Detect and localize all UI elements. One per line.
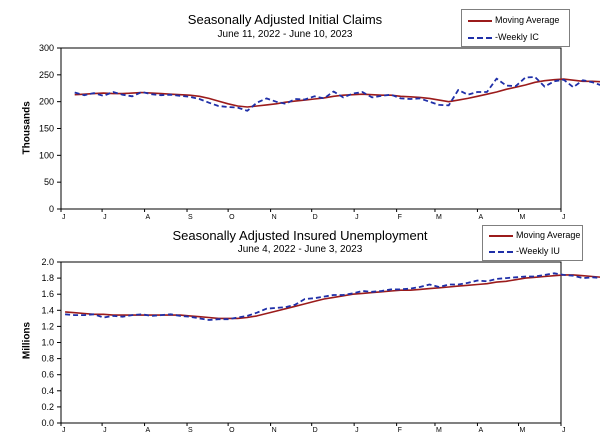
- y-tick-label: 100: [39, 150, 54, 160]
- y-axis-label: Millions: [21, 321, 33, 360]
- y-tick-label: 50: [44, 177, 54, 187]
- y-tick-label: 0: [49, 204, 54, 214]
- legend-swatch-solid: [489, 235, 513, 237]
- y-tick-label: 0.4: [41, 386, 54, 396]
- y-tick-label: 300: [39, 43, 54, 53]
- x-tick-label: J: [562, 427, 566, 434]
- legend-label: -Weekly IU: [516, 246, 560, 256]
- x-tick-label: M: [520, 214, 526, 221]
- x-tick-label: D: [313, 214, 318, 221]
- y-tick-label: 1.8: [41, 273, 54, 283]
- x-tick-label: J: [62, 214, 66, 221]
- legend-swatch-solid: [468, 20, 492, 22]
- x-tick-label: J: [103, 427, 107, 434]
- chart-legend: Moving Average -Weekly IC: [461, 9, 570, 47]
- x-tick-label: M: [436, 214, 442, 221]
- legend-label: -Weekly IC: [495, 32, 539, 42]
- x-tick-label: A: [478, 214, 483, 221]
- x-tick-label: A: [478, 427, 483, 434]
- x-tick-label: J: [62, 427, 66, 434]
- x-tick-label: S: [188, 214, 193, 221]
- y-axis-ticks: 0 50 100 150 200 250 300: [39, 43, 61, 214]
- x-tick-label: M: [436, 427, 442, 434]
- x-tick-label: J: [103, 214, 107, 221]
- legend-item: -Weekly IU: [483, 245, 582, 257]
- x-tick-label: F: [398, 427, 402, 434]
- chart-title: Seasonally Adjusted Initial Claims: [188, 12, 383, 27]
- x-tick-label: A: [146, 427, 151, 434]
- x-tick-label: J: [355, 214, 359, 221]
- y-axis-label: Thousands: [21, 101, 33, 155]
- y-tick-label: 200: [39, 97, 54, 107]
- y-tick-label: 2.0: [41, 257, 54, 267]
- chart-legend: Moving Average -Weekly IU: [482, 225, 583, 261]
- x-tick-label: M: [520, 427, 526, 434]
- x-tick-label: O: [229, 427, 235, 434]
- chart-subtitle: June 4, 2022 - June 3, 2023: [238, 244, 363, 255]
- x-tick-label: A: [146, 214, 151, 221]
- plot-frame: [60, 47, 562, 210]
- x-tick-label: N: [272, 214, 277, 221]
- chart-title: Seasonally Adjusted Insured Unemployment: [172, 228, 427, 243]
- y-tick-label: 1.4: [41, 305, 54, 315]
- legend-swatch-dashed: [468, 37, 492, 39]
- y-tick-label: 1.2: [41, 321, 54, 331]
- x-tick-label: S: [188, 427, 193, 434]
- chart-subtitle: June 11, 2022 - June 10, 2023: [218, 29, 353, 40]
- legend-label: Moving Average: [516, 230, 581, 240]
- x-tick-label: O: [229, 214, 235, 221]
- legend-swatch-dashed: [489, 251, 513, 253]
- y-tick-label: 0.0: [41, 418, 54, 428]
- legend-item: -Weekly IC: [462, 31, 569, 43]
- initial-claims-chart: Seasonally Adjusted Initial Claims June …: [39, 12, 600, 221]
- x-tick-label: J: [562, 214, 566, 221]
- y-tick-label: 150: [39, 124, 54, 134]
- x-tick-label: J: [355, 427, 359, 434]
- series-group: [74, 76, 600, 112]
- y-tick-label: 0.6: [41, 370, 54, 380]
- y-tick-label: 1.0: [41, 338, 54, 348]
- series-group: [65, 272, 600, 321]
- legend-item: Moving Average: [462, 14, 569, 26]
- series-line-moving-average: [65, 274, 600, 320]
- y-tick-label: 1.6: [41, 289, 54, 299]
- series-line-moving-average: [74, 78, 600, 108]
- y-tick-label: 0.2: [41, 402, 54, 412]
- plot-axes: [60, 47, 562, 210]
- plot-axes: [60, 261, 562, 424]
- y-tick-label: 250: [39, 70, 54, 80]
- y-tick-label: 0.8: [41, 354, 54, 364]
- x-tick-label: F: [398, 214, 402, 221]
- legend-item: Moving Average: [483, 229, 582, 241]
- legend-label: Moving Average: [495, 15, 560, 25]
- insured-unemployment-chart: Seasonally Adjusted Insured Unemployment…: [41, 228, 600, 434]
- series-line-weekly: [65, 272, 600, 321]
- y-axis-ticks: 0.0 0.2 0.4 0.6 0.8 1.0 1.2 1.4 1.6 1.8 2.0: [41, 257, 61, 428]
- series-line-weekly: [74, 76, 600, 112]
- x-tick-label: N: [272, 427, 277, 434]
- plot-frame: [60, 261, 562, 424]
- x-tick-label: D: [313, 427, 318, 434]
